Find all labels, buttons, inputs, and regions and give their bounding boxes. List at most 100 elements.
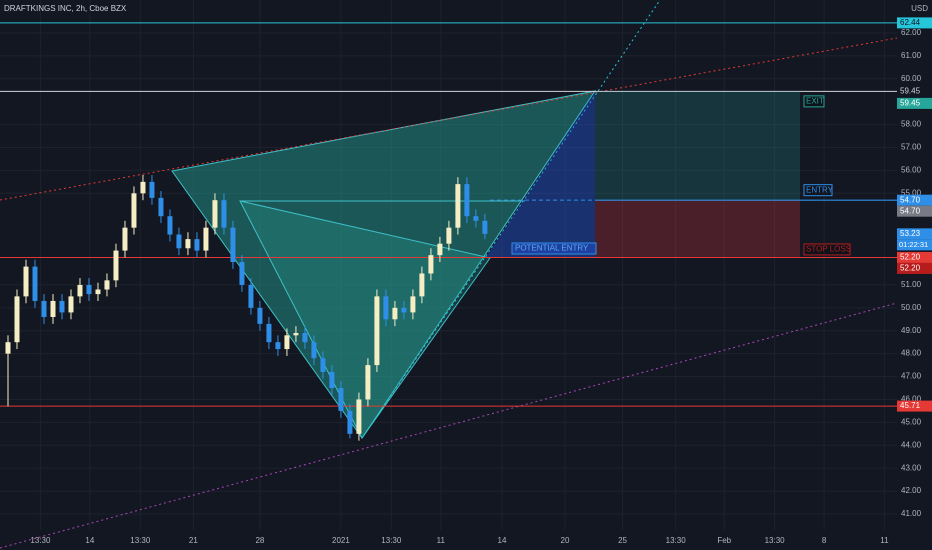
candle-body [293, 333, 299, 336]
trend-line [361, 0, 661, 439]
y-tick-label: 62.00 [901, 28, 922, 37]
position-label-box [803, 184, 833, 197]
candle-body [239, 262, 245, 285]
position-label-box [803, 95, 825, 108]
candle-body [131, 193, 137, 228]
candle-body [176, 234, 182, 249]
candle-body [383, 296, 389, 320]
candle-body [365, 365, 371, 400]
y-tick-label: 41.00 [901, 509, 922, 518]
candle-body [257, 307, 263, 324]
candle-body [77, 284, 83, 297]
y-tick-label: 57.00 [901, 143, 922, 152]
candle-body [5, 342, 11, 354]
x-tick-label: 11 [880, 536, 889, 545]
candle-body [356, 399, 362, 434]
candle-body [50, 300, 56, 317]
candle-body [428, 255, 434, 274]
candle-body [401, 307, 407, 313]
pattern-triangle [171, 90, 597, 439]
position-label-box [803, 243, 851, 256]
candle-body [473, 216, 479, 221]
price-tag [897, 85, 932, 97]
position-label: ENTRY [806, 185, 834, 194]
candle-body [113, 250, 119, 281]
x-tick-label: 13:30 [130, 536, 151, 545]
entry-zone-label-box [511, 242, 597, 255]
candle-body [329, 371, 335, 388]
price-tag [897, 400, 932, 412]
price-tag-label: 59.45 [900, 86, 921, 95]
x-tick-label: 13:30 [30, 536, 51, 545]
x-tick-label: 2021 [332, 536, 350, 545]
candle-body [194, 239, 200, 251]
x-tick-label: 13:30 [381, 536, 402, 545]
countdown-tag [897, 239, 932, 251]
entry-zone [485, 91, 595, 258]
x-tick-label: 8 [822, 536, 827, 545]
x-tick-label: 13:30 [666, 536, 687, 545]
price-tag-label: 52.20 [900, 264, 921, 273]
price-tag [897, 205, 932, 217]
y-tick-label: 43.00 [901, 463, 922, 472]
price-tag [897, 228, 932, 240]
candle-body [347, 410, 353, 434]
x-tick-label: 14 [498, 536, 507, 545]
price-tag [897, 97, 932, 109]
candle-body [158, 197, 164, 217]
x-tick-label: Feb [717, 536, 731, 545]
entry-zone-label: POTENTIAL ENTRY [515, 244, 589, 253]
price-tag-label: 54.70 [900, 206, 921, 215]
candle-body [410, 296, 416, 313]
y-tick-label: 48.00 [901, 349, 922, 358]
y-tick-label: 47.00 [901, 372, 922, 381]
candle-body [185, 239, 191, 249]
x-tick-label: 14 [85, 536, 94, 545]
x-tick-label: 21 [189, 536, 198, 545]
candle-body [122, 227, 128, 251]
candle-body [455, 184, 461, 228]
price-tag [897, 17, 932, 29]
trend-line [0, 37, 898, 201]
candle-body [23, 266, 29, 297]
candle-body [275, 342, 281, 350]
y-tick-label: 50.00 [901, 303, 922, 312]
pattern-triangle-inner [239, 200, 491, 439]
x-tick-label: 13:30 [765, 536, 786, 545]
position-label: EXIT [806, 96, 824, 105]
y-tick-label: 51.00 [901, 280, 922, 289]
x-tick-label: 25 [618, 536, 627, 545]
price-tag-label: 53.23 [900, 229, 921, 238]
price-tag-label: 45.71 [900, 401, 921, 410]
y-tick-label: 61.00 [901, 51, 922, 60]
candle-body [482, 220, 488, 234]
candle-body [392, 307, 398, 320]
currency: USD [911, 4, 928, 13]
profit-zone [595, 91, 800, 201]
y-tick-label: 60.00 [901, 74, 922, 83]
candle-body [311, 342, 317, 359]
candle-body [167, 216, 173, 235]
y-tick-label: 42.00 [901, 486, 922, 495]
candle-body [14, 296, 20, 343]
candle-body [32, 266, 38, 301]
y-tick-label: 56.00 [901, 166, 922, 175]
x-tick-label: 20 [561, 536, 570, 545]
price-tag-label: 52.20 [900, 253, 921, 262]
candle-body [437, 243, 443, 256]
candle-body [149, 181, 155, 198]
y-tick-label: 46.00 [901, 395, 922, 404]
candle-body [464, 184, 470, 217]
y-tick-label: 49.00 [901, 326, 922, 335]
countdown-label: 01:22:31 [899, 240, 928, 249]
y-tick-label: 58.00 [901, 120, 922, 129]
candle-body [248, 284, 254, 308]
price-tag-label: 62.44 [900, 18, 921, 27]
price-tag [897, 251, 932, 263]
x-tick-label: 11 [437, 536, 446, 545]
y-tick-label: 55.00 [901, 188, 922, 197]
candle-body [320, 358, 326, 372]
position-label: STOP LOSS [806, 245, 851, 254]
candle-body [284, 335, 290, 350]
